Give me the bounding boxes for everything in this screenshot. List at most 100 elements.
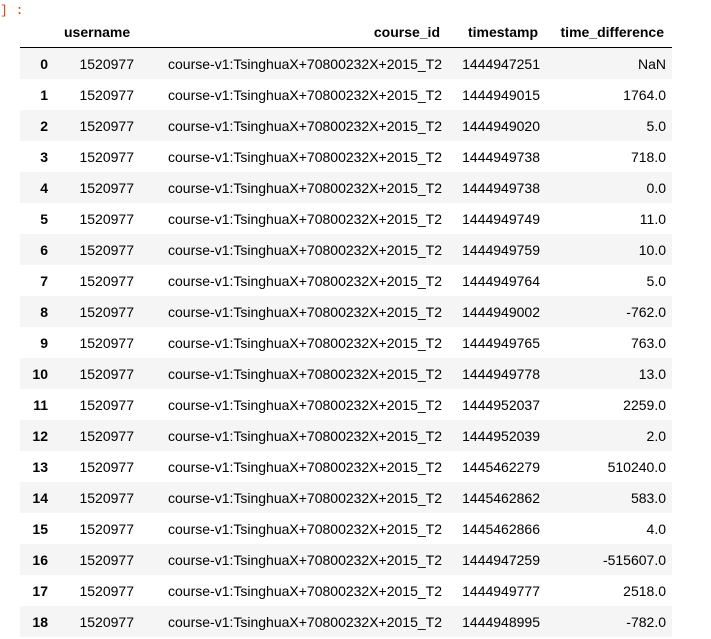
row-index: 0 — [40, 55, 48, 72]
cell-time-difference: -515607.0 — [602, 551, 666, 568]
cell-username: 1520977 — [79, 303, 134, 320]
dataframe-table: username course_id timestamp time_differ… — [20, 16, 672, 637]
table-row: 7 1520977 course-v1:TsinghuaX+70800232X+20… — [20, 265, 672, 296]
cell-timestamp: 1444949765 — [462, 334, 540, 351]
header-username: username — [56, 16, 140, 48]
cell-time-difference: 13.0 — [638, 365, 666, 382]
cell-time-difference: 11.0 — [639, 210, 666, 227]
header-course-id: course_id — [140, 16, 448, 48]
table-row: 4 1520977 course-v1:TsinghuaX+70800232X+20… — [20, 172, 672, 203]
row-index: 2 — [40, 117, 48, 134]
cell-course-id: course-v1:TsinghuaX+70800232X+2015_T2 — [168, 241, 442, 258]
cell-username: 1520977 — [79, 86, 134, 103]
table-row: 17 1520977 course-v1:TsinghuaX+70800232X+2… — [20, 575, 672, 606]
cell-course-id: course-v1:TsinghuaX+70800232X+2015_T2 — [168, 272, 442, 289]
cell-course-id: course-v1:TsinghuaX+70800232X+2015_T2 — [168, 396, 442, 413]
row-index: 10 — [32, 365, 48, 382]
cell-course-id: course-v1:TsinghuaX+70800232X+2015_T2 — [168, 148, 442, 165]
cell-timestamp: 1444952039 — [462, 427, 540, 444]
cell-time-difference: 583.0 — [630, 489, 666, 506]
cell-username: 1520977 — [79, 613, 134, 630]
cell-username: 1520977 — [79, 210, 134, 227]
cell-timestamp: 1444949759 — [462, 241, 540, 258]
cell-username: 1520977 — [79, 458, 134, 475]
cell-course-id: course-v1:TsinghuaX+70800232X+2015_T2 — [168, 582, 442, 599]
row-index: 17 — [32, 582, 48, 599]
cell-time-difference: 10.0 — [638, 241, 666, 258]
cell-time-difference: 510240.0 — [607, 458, 666, 475]
cell-course-id: course-v1:TsinghuaX+70800232X+2015_T2 — [168, 489, 442, 506]
cell-time-difference: 1764.0 — [623, 86, 666, 103]
cell-username: 1520977 — [79, 551, 134, 568]
cell-timestamp: 1444949002 — [462, 303, 540, 320]
cell-time-difference: -782.0 — [626, 613, 666, 630]
cell-username: 1520977 — [79, 396, 134, 413]
cell-time-difference: -762.0 — [626, 303, 666, 320]
table-row: 12 1520977 course-v1:TsinghuaX+70800232X+2… — [20, 420, 672, 451]
cell-course-id: course-v1:TsinghuaX+70800232X+2015_T2 — [168, 210, 442, 227]
table-row: 18 1520977 course-v1:TsinghuaX+70800232X+2… — [20, 606, 672, 637]
cell-time-difference: 5.0 — [646, 117, 666, 134]
cell-username: 1520977 — [79, 520, 134, 537]
row-index: 15 — [32, 520, 48, 537]
table-row: 14 1520977 course-v1:TsinghuaX+70800232X+2… — [20, 482, 672, 513]
cell-username: 1520977 — [79, 272, 134, 289]
cell-username: 1520977 — [79, 427, 134, 444]
cell-course-id: course-v1:TsinghuaX+70800232X+2015_T2 — [168, 520, 442, 537]
cell-username: 1520977 — [79, 117, 134, 134]
table-row: 5 1520977 course-v1:TsinghuaX+70800232X+20… — [20, 203, 672, 234]
cell-course-id: course-v1:TsinghuaX+70800232X+2015_T2 — [168, 458, 442, 475]
cell-timestamp: 1444949764 — [462, 272, 540, 289]
cell-course-id: course-v1:TsinghuaX+70800232X+2015_T2 — [168, 179, 442, 196]
cell-timestamp: 1444949777 — [462, 582, 540, 599]
cell-username: 1520977 — [79, 55, 134, 72]
header-time-difference: time_difference — [546, 16, 672, 48]
cell-course-id: course-v1:TsinghuaX+70800232X+2015_T2 — [168, 86, 442, 103]
row-index: 5 — [40, 210, 48, 227]
cell-course-id: course-v1:TsinghuaX+70800232X+2015_T2 — [168, 427, 442, 444]
header-row: username course_id timestamp time_differ… — [20, 16, 672, 48]
cell-timestamp: 1444949020 — [462, 117, 540, 134]
row-index: 14 — [32, 489, 48, 506]
cell-course-id: course-v1:TsinghuaX+70800232X+2015_T2 — [168, 551, 442, 568]
row-index: 7 — [40, 272, 48, 289]
row-index: 18 — [32, 613, 48, 630]
table-row: 6 1520977 course-v1:TsinghuaX+70800232X+20… — [20, 234, 672, 265]
cell-course-id: course-v1:TsinghuaX+70800232X+2015_T2 — [168, 613, 442, 630]
table-header: username course_id timestamp time_differ… — [20, 16, 672, 48]
table-row: 1 1520977 course-v1:TsinghuaX+70800232X+20… — [20, 79, 672, 110]
cell-course-id: course-v1:TsinghuaX+70800232X+2015_T2 — [168, 303, 442, 320]
output-prompt: ] : — [0, 3, 24, 18]
table-row: 10 1520977 course-v1:TsinghuaX+70800232X+2… — [20, 358, 672, 389]
cell-timestamp: 1444948995 — [462, 613, 540, 630]
cell-username: 1520977 — [79, 489, 134, 506]
cell-timestamp: 1444947259 — [462, 551, 540, 568]
row-index: 13 — [32, 458, 48, 475]
cell-timestamp: 1444947251 — [462, 55, 540, 72]
cell-timestamp: 1445462862 — [462, 489, 540, 506]
row-index: 3 — [40, 148, 48, 165]
cell-course-id: course-v1:TsinghuaX+70800232X+2015_T2 — [168, 334, 442, 351]
row-index: 4 — [40, 179, 48, 196]
row-index: 1 — [40, 86, 48, 103]
table-row: 9 1520977 course-v1:TsinghuaX+70800232X+20… — [20, 327, 672, 358]
table-row: 0 1520977 course-v1:TsinghuaX+70800232X+20… — [20, 47, 672, 79]
cell-time-difference: 5.0 — [646, 272, 666, 289]
table-row: 8 1520977 course-v1:TsinghuaX+70800232X+20… — [20, 296, 672, 327]
header-timestamp: timestamp — [448, 16, 546, 48]
cell-timestamp: 1444949015 — [462, 86, 540, 103]
row-index: 8 — [40, 303, 48, 320]
table-row: 11 1520977 course-v1:TsinghuaX+70800232X+2… — [20, 389, 672, 420]
cell-time-difference: 2.0 — [646, 427, 666, 444]
cell-time-difference: 0.0 — [646, 179, 666, 196]
cell-time-difference: 718.0 — [630, 148, 666, 165]
table-row: 2 1520977 course-v1:TsinghuaX+70800232X+20… — [20, 110, 672, 141]
cell-username: 1520977 — [79, 582, 134, 599]
cell-time-difference: NaN — [637, 55, 666, 72]
cell-timestamp: 1445462279 — [462, 458, 540, 475]
table-body: 0 1520977 course-v1:TsinghuaX+70800232X+20… — [20, 47, 672, 637]
row-index: 9 — [40, 334, 48, 351]
cell-username: 1520977 — [79, 148, 134, 165]
cell-timestamp: 1444949778 — [462, 365, 540, 382]
row-index: 11 — [33, 396, 48, 413]
